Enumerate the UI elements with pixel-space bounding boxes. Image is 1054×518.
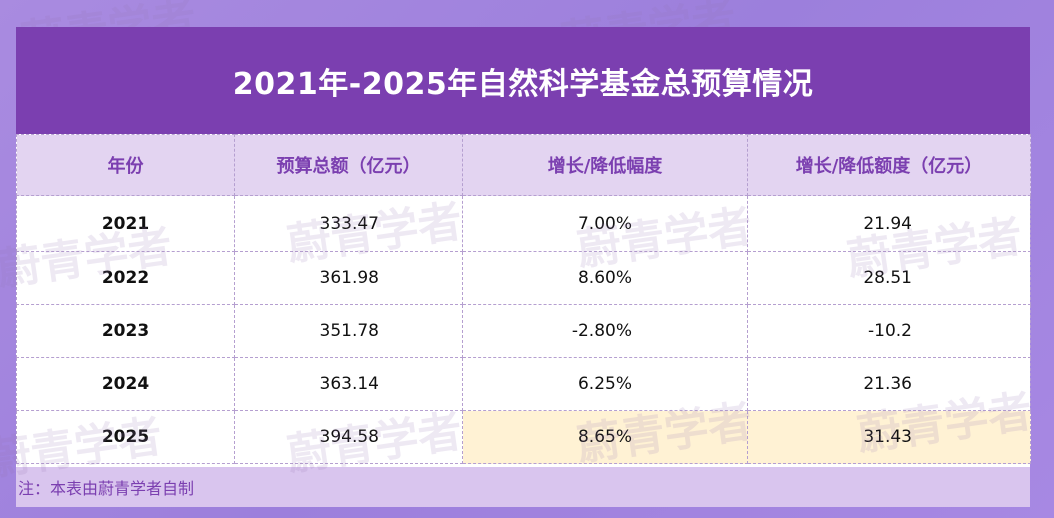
year-cell: 2021 [16,195,235,252]
change-pct-cell: -2.80% [462,304,748,358]
year-cell: 2022 [16,251,235,305]
change-amt-cell: 28.51 [747,251,1031,305]
year-cell: 2023 [16,304,235,358]
table-header-row: 年份 预算总额（亿元） 增长/降低幅度 增长/降低额度（亿元） [16,134,1031,196]
budget-cell: 333.47 [234,195,463,252]
table-row: 2022 361.98 8.60% 28.51 [16,251,1031,305]
footnote: 注：本表由蔚青学者自制 [18,479,195,498]
title-bar: 2021年-2025年自然科学基金总预算情况 [16,27,1030,134]
budget-cell: 394.58 [234,410,463,464]
column-header-budget: 预算总额（亿元） [234,134,463,196]
table-row: 2023 351.78 -2.80% -10.2 [16,304,1031,358]
table-row: 2024 363.14 6.25% 21.36 [16,357,1031,411]
change-amt-cell: 21.94 [747,195,1031,252]
change-pct-cell-highlighted: 8.65% [462,410,748,464]
change-pct-cell: 8.60% [462,251,748,305]
change-amt-cell: -10.2 [747,304,1031,358]
column-header-change-pct: 增长/降低幅度 [462,134,748,196]
year-cell: 2024 [16,357,235,411]
budget-table: 年份 预算总额（亿元） 增长/降低幅度 增长/降低额度（亿元） 2021 333… [16,134,1031,464]
page-title: 2021年-2025年自然科学基金总预算情况 [232,66,814,102]
table-row: 2025 394.58 8.65% 31.43 [16,410,1031,464]
table-row: 2021 333.47 7.00% 21.94 [16,195,1031,252]
change-amt-cell: 21.36 [747,357,1031,411]
change-amt-cell-highlighted: 31.43 [747,410,1031,464]
change-pct-cell: 7.00% [462,195,748,252]
year-cell: 2025 [16,410,235,464]
budget-table-card: 2021年-2025年自然科学基金总预算情况 年份 预算总额（亿元） 增长/降低… [0,27,1035,507]
column-header-year: 年份 [16,134,235,196]
budget-cell: 361.98 [234,251,463,305]
column-header-change-amt: 增长/降低额度（亿元） [747,134,1031,196]
change-pct-cell: 6.25% [462,357,748,411]
footnote-bar: 注：本表由蔚青学者自制 [16,467,1030,507]
budget-cell: 351.78 [234,304,463,358]
budget-cell: 363.14 [234,357,463,411]
